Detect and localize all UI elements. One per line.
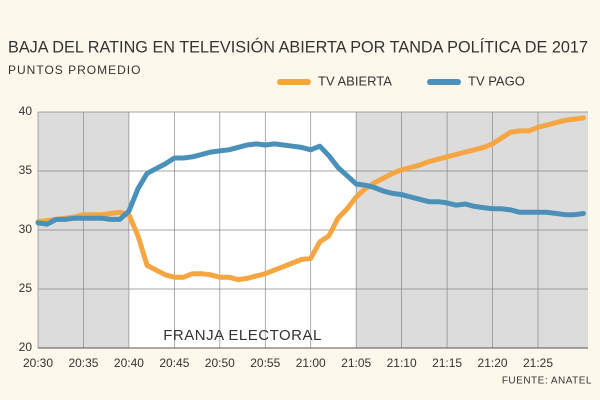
y-tick-label: 20: [19, 340, 33, 354]
x-tick-label: 20:45: [159, 356, 189, 370]
series-line: [35, 141, 586, 227]
legend-label: TV ABIERTA: [318, 73, 392, 88]
y-tick-label: 30: [19, 222, 33, 236]
y-tick-label: 35: [19, 163, 33, 177]
annotation: FRANJA ELECTORAL: [163, 327, 322, 344]
x-tick-label: 20:55: [250, 356, 280, 370]
y-tick-label: 40: [19, 104, 33, 118]
x-tick-label: 21:15: [432, 356, 462, 370]
x-tick-label: 21:00: [296, 356, 326, 370]
x-tick-label: 21:10: [387, 356, 417, 370]
legend-label: TV PAGO: [468, 73, 525, 88]
x-tick-label: 20:40: [114, 356, 144, 370]
x-tick-label: 20:35: [68, 356, 98, 370]
x-tick-label: 21:05: [341, 356, 371, 370]
chart-subtitle: PUNTOS PROMEDIO: [8, 63, 141, 77]
y-tick-label: 25: [19, 281, 33, 295]
x-tick-label: 21:25: [523, 356, 553, 370]
chart-title: BAJA DEL RATING EN TELEVISIÓN ABIERTA PO…: [8, 37, 588, 56]
x-tick-label: 20:50: [205, 356, 235, 370]
x-tick-label: 20:30: [23, 356, 53, 370]
x-tick-label: 21:20: [478, 356, 508, 370]
series-line: [35, 115, 586, 283]
source: FUENTE: ANATEL: [502, 376, 592, 387]
